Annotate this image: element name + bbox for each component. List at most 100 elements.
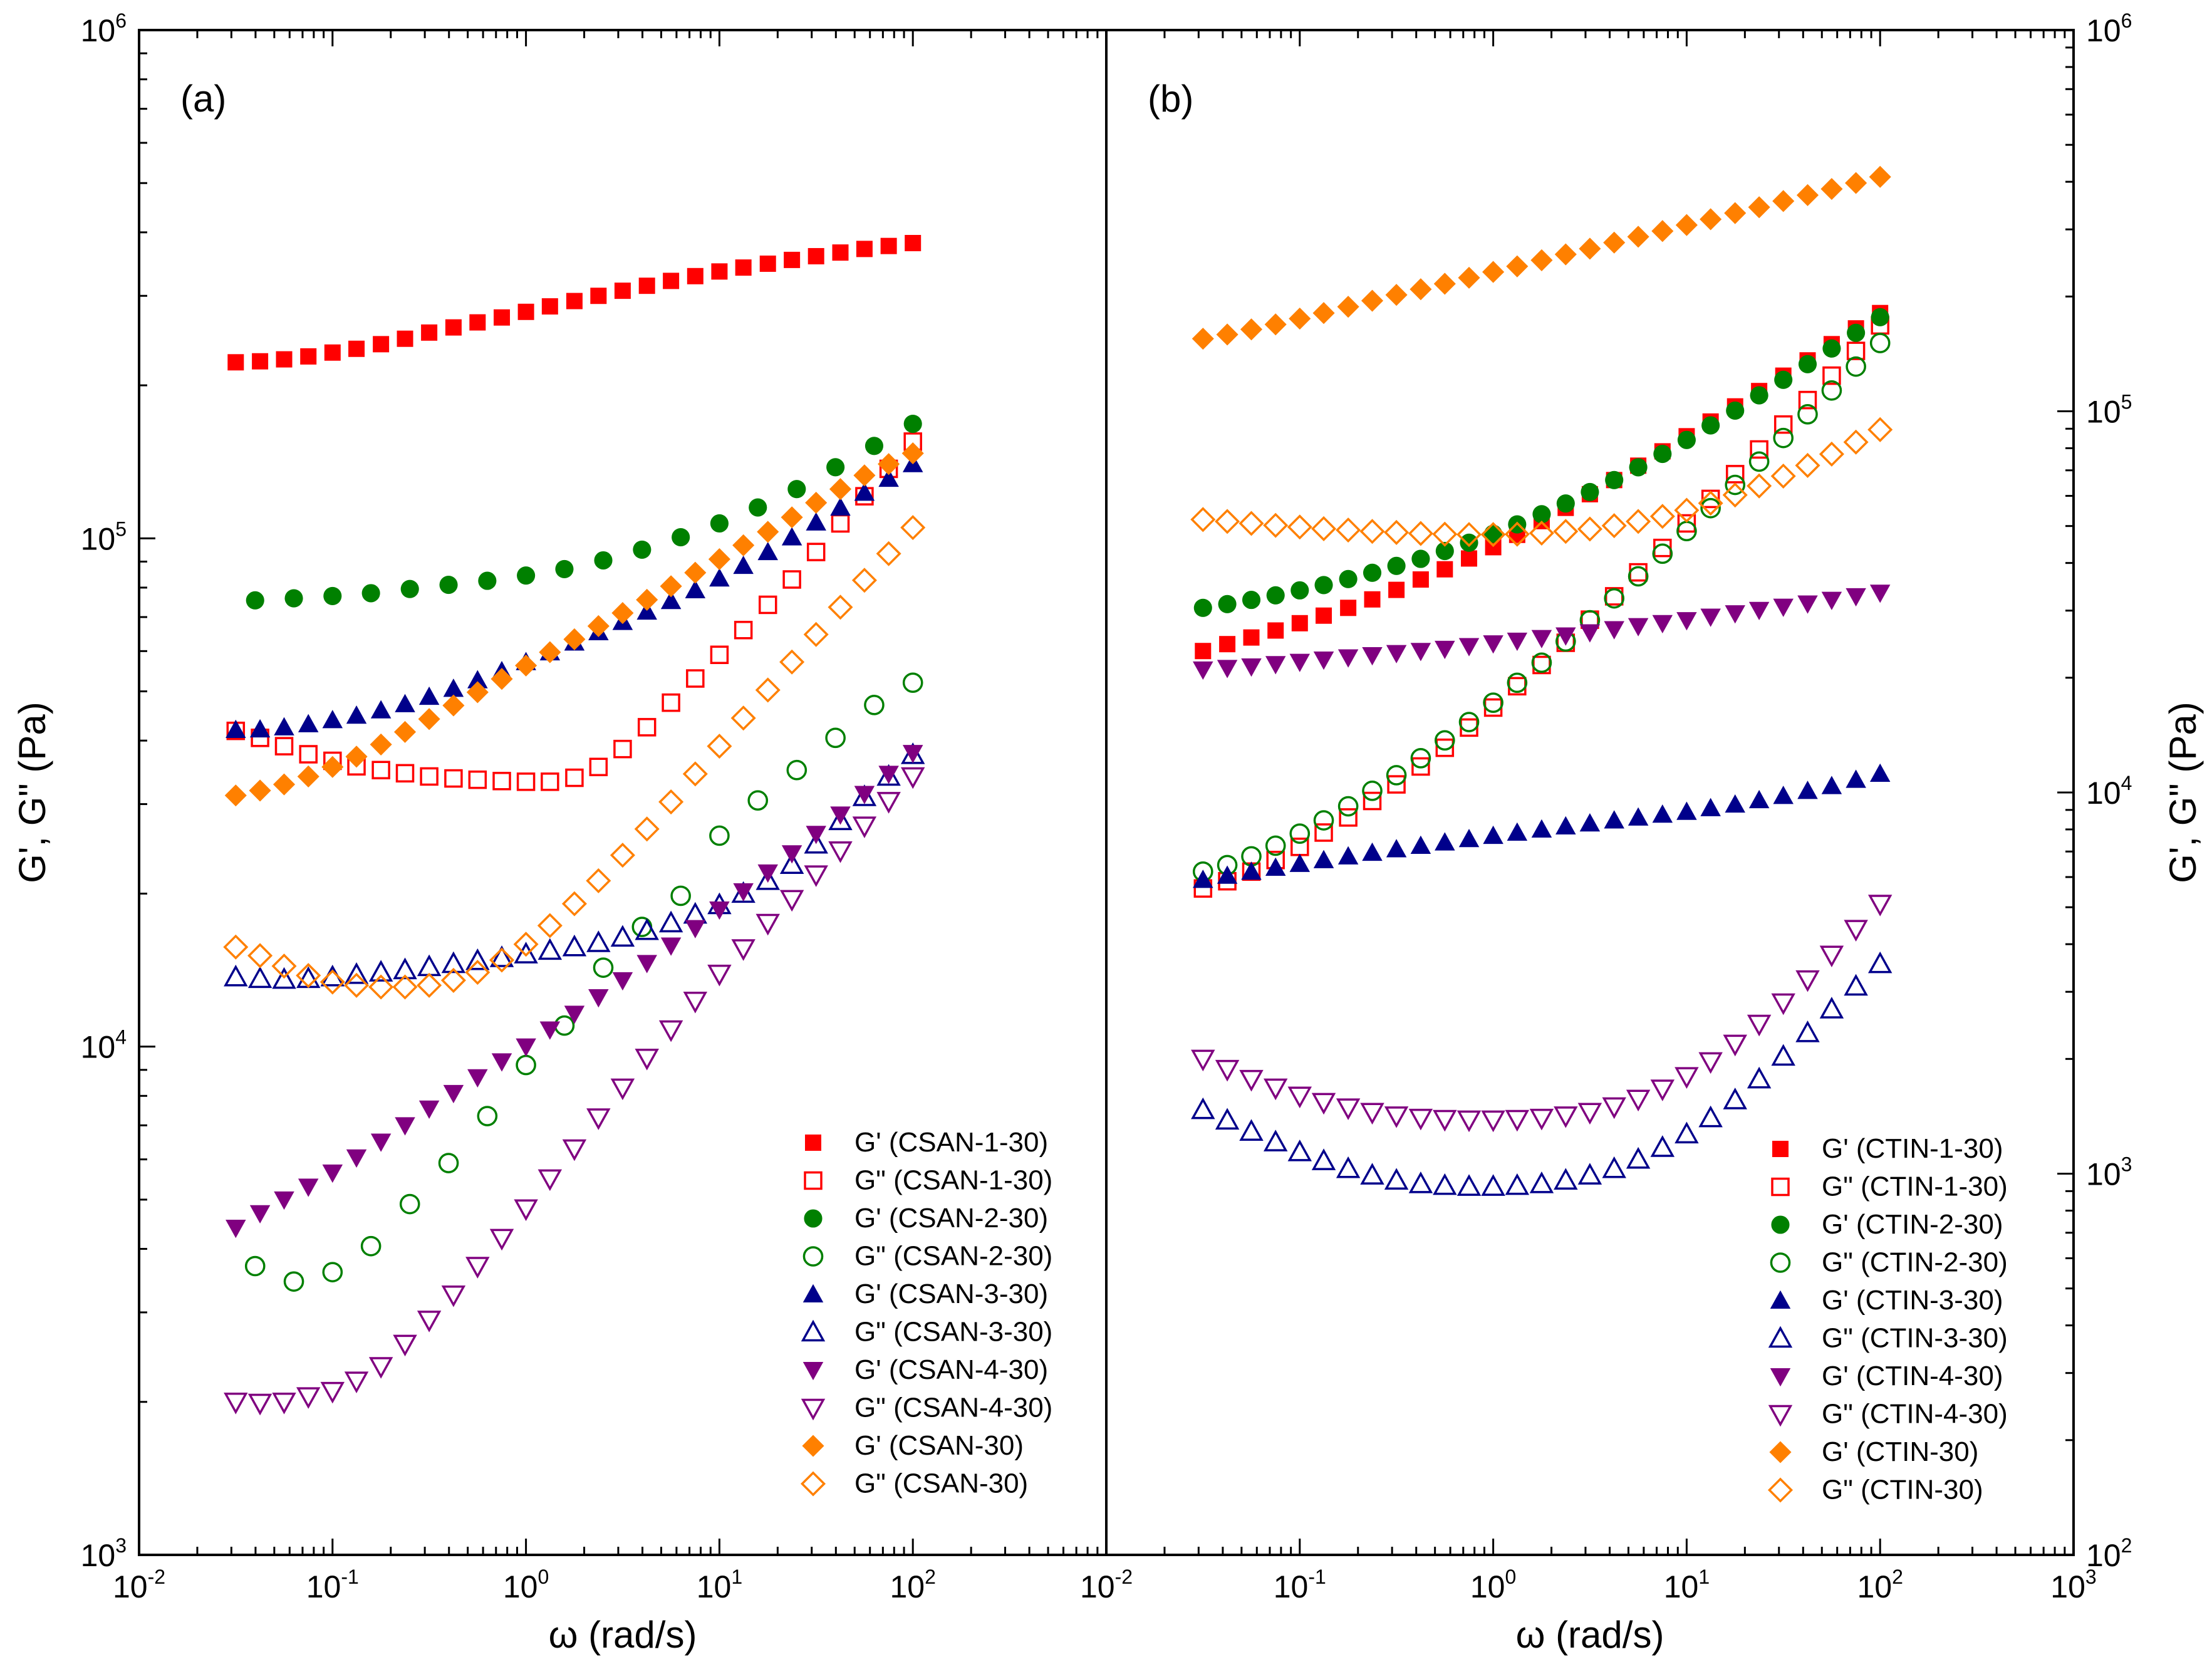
legend-marker — [805, 1135, 821, 1151]
data-point — [878, 453, 900, 475]
data-point — [1628, 807, 1649, 826]
data-point — [514, 1199, 538, 1222]
data-point — [1408, 1171, 1433, 1193]
data-point — [781, 845, 802, 864]
legend-marker — [1771, 1177, 1790, 1197]
data-point — [684, 561, 707, 584]
data-point — [1747, 1014, 1772, 1037]
data-point — [393, 720, 417, 743]
legend-label: G" (CSAN-4-30) — [854, 1393, 1052, 1423]
data-point — [442, 694, 465, 717]
data-point — [298, 714, 319, 732]
data-point — [1384, 1168, 1409, 1190]
data-point — [1458, 829, 1480, 848]
y-axis-label: G', G" (Pa) — [11, 702, 53, 883]
data-point — [586, 930, 611, 952]
data-point — [781, 527, 802, 546]
data-point — [1869, 333, 1891, 353]
data-point — [439, 576, 458, 595]
legend-label: G" (CTIN-1-30) — [1822, 1171, 2008, 1202]
y-axis-ticks: 102 103 104 105 106 — [2057, 9, 2132, 1573]
series-g-csan-30- — [223, 515, 926, 1000]
series-g-csan-4-30- — [226, 745, 923, 1239]
data-point — [1240, 318, 1263, 341]
data-point — [786, 759, 807, 781]
data-point — [1847, 323, 1866, 342]
data-point — [443, 1084, 464, 1104]
data-point — [468, 770, 487, 789]
data-point — [1480, 522, 1506, 548]
data-point — [1411, 757, 1430, 776]
legend-label: G' (CSAN-30) — [854, 1430, 1024, 1461]
legend-marker — [804, 1209, 823, 1228]
data-point — [1626, 1146, 1651, 1169]
data-point — [1507, 632, 1528, 652]
data-point — [1215, 1108, 1240, 1130]
data-point — [345, 745, 368, 768]
series-g-csan-4-30- — [224, 767, 925, 1416]
data-point — [272, 1393, 296, 1415]
data-point — [1529, 1108, 1554, 1131]
series-g-csan-1-30- — [226, 432, 922, 791]
data-point — [635, 918, 659, 940]
legend-marker — [804, 1171, 823, 1190]
data-point — [660, 937, 682, 956]
data-point — [876, 792, 901, 814]
data-point — [759, 255, 776, 272]
data-point — [226, 719, 246, 739]
data-point — [1748, 196, 1770, 219]
data-point — [1360, 1163, 1384, 1185]
data-point — [300, 348, 317, 365]
data-point — [1337, 649, 1359, 668]
data-point — [1481, 1110, 1505, 1133]
legend-label: G" (CSAN-30) — [854, 1468, 1028, 1499]
y-axis-ticks: 103 104 105 106 — [81, 9, 155, 1573]
data-point — [517, 566, 536, 585]
data-point — [247, 1393, 273, 1416]
data-point — [444, 769, 463, 788]
data-point — [1798, 390, 1817, 410]
data-point — [710, 514, 729, 533]
data-point — [1387, 556, 1406, 575]
data-point — [864, 695, 885, 715]
x-tick-label: 100 — [1470, 1566, 1516, 1604]
data-point — [1532, 505, 1551, 524]
data-point — [733, 883, 754, 902]
data-point — [1263, 1078, 1288, 1101]
data-point — [756, 868, 780, 890]
data-point — [276, 351, 293, 368]
data-point — [1626, 1089, 1651, 1112]
data-point — [1239, 1119, 1264, 1141]
data-point — [443, 678, 464, 697]
data-point — [224, 1393, 248, 1415]
data-point — [1554, 1168, 1578, 1190]
data-point — [1460, 533, 1478, 552]
data-point — [1337, 846, 1359, 865]
data-point — [1747, 473, 1772, 499]
data-point — [1725, 794, 1745, 813]
data-point — [707, 964, 732, 987]
data-point — [806, 826, 826, 844]
data-point — [537, 938, 563, 960]
data-point — [344, 972, 370, 998]
data-point — [1819, 997, 1844, 1019]
data-point — [1460, 718, 1478, 737]
data-point — [562, 1139, 587, 1161]
y-tick-label: 105 — [2086, 391, 2132, 430]
data-point — [1507, 672, 1528, 693]
data-point — [1456, 522, 1482, 548]
data-point — [227, 354, 244, 371]
legend-label: G' (CSAN-1-30) — [854, 1127, 1048, 1158]
legend-marker — [1768, 1326, 1793, 1348]
legend-marker — [801, 1398, 826, 1421]
data-point — [1411, 549, 1430, 568]
data-point — [1264, 313, 1287, 336]
data-point — [1458, 712, 1480, 732]
data-point — [1456, 1174, 1482, 1196]
data-point — [344, 1371, 369, 1394]
data-point — [1677, 514, 1696, 533]
data-point — [1675, 1067, 1699, 1089]
data-point — [611, 601, 634, 625]
data-point — [298, 1178, 319, 1197]
data-point — [284, 589, 303, 608]
